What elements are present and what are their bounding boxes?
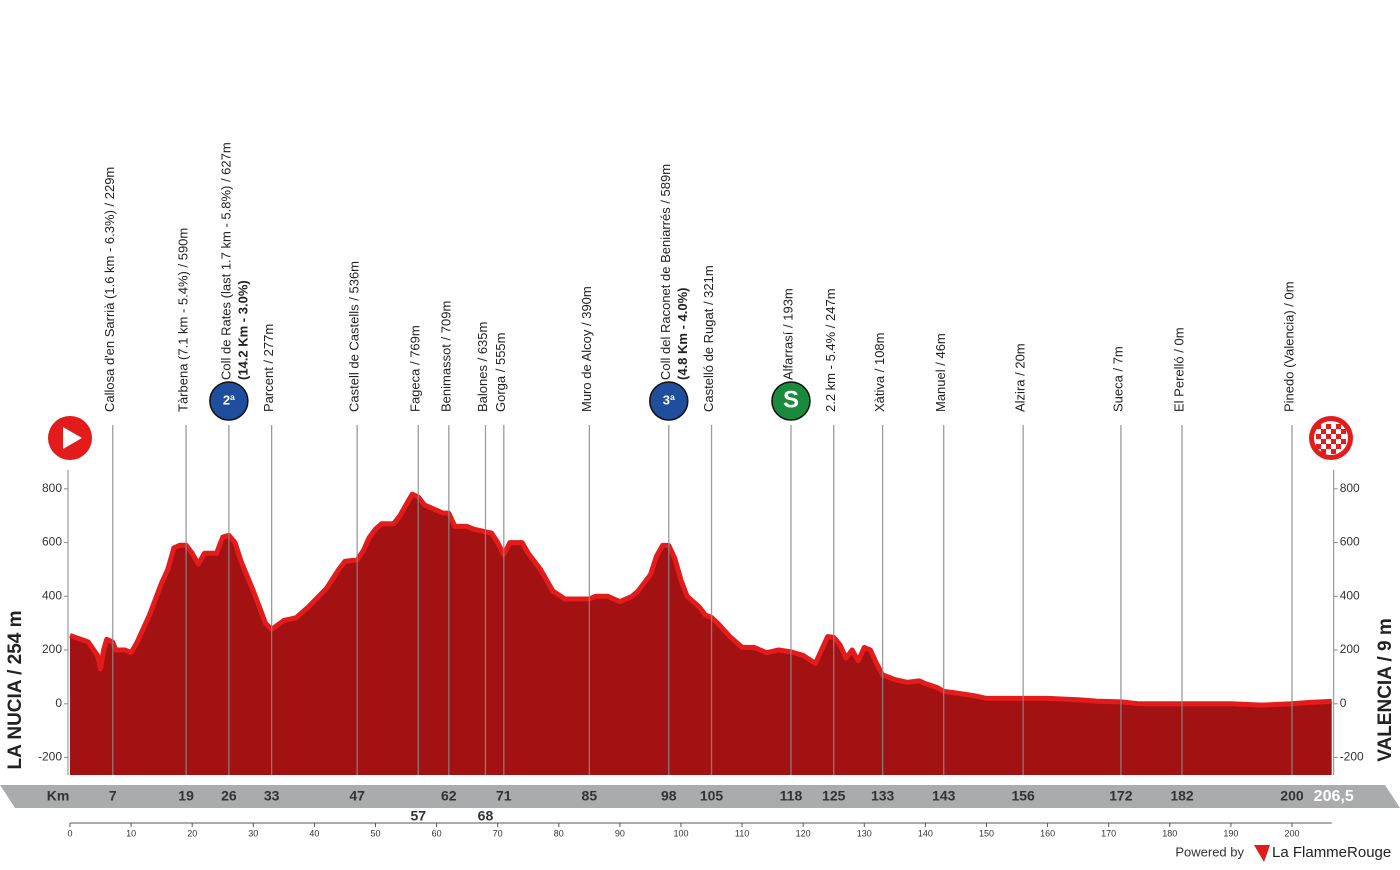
x-tick-label: 140 [918,828,933,838]
km-marker: 105 [700,788,724,804]
y-tick-label: 400 [42,588,62,602]
x-tick-label: 90 [615,828,625,838]
y-tick-label: 600 [1340,535,1360,549]
start-icon [48,416,92,460]
x-tick-label: 0 [67,828,72,838]
x-tick-label: 70 [493,828,503,838]
x-tick-label: 160 [1040,828,1055,838]
km-marker: 125 [822,788,846,804]
km-marker: 57 [410,808,426,824]
credit: Powered by [1175,844,1244,859]
waypoint-name: Pinedo (Valencia) / 0m [1281,281,1296,412]
km-marker: 19 [178,788,194,804]
waypoint-name: Sueca / 7m [1110,346,1125,412]
waypoint-name: Tàrbena (7.1 km - 5.4%) / 590m [176,228,191,412]
x-tick-label: 130 [857,828,872,838]
x-tick-label: 30 [248,828,258,838]
km-marker: 68 [478,808,494,824]
x-tick-label: 80 [554,828,564,838]
waypoint-name: Alzira / 20m [1013,343,1028,412]
x-tick-label: 50 [370,828,380,838]
badge-label: S [783,386,799,413]
km-marker: 200 [1280,788,1304,804]
km-marker: 62 [441,788,457,804]
badge [209,381,249,421]
x-tick-label: 120 [796,828,811,838]
waypoint-detail: (4.8 Km - 4.0%) [675,288,690,380]
y-tick-label: 800 [1340,481,1360,495]
waypoint-name: Benimassot / 709m [438,301,453,412]
km-marker: 26 [221,788,237,804]
brand-logo [1254,845,1270,862]
y-tick-label: 200 [42,642,62,656]
waypoint-name: Alfarrasí / 193m [780,288,795,380]
km-marker: 118 [780,788,803,804]
x-tick-label: 110 [735,828,749,838]
finish-km: 206,5 [1314,788,1354,805]
waypoint-name: El Perelló / 0m [1171,327,1186,412]
km-marker: 33 [264,788,280,804]
waypoint-name: Manuel / 46m [933,333,948,412]
brand: La FlammeRouge [1272,844,1391,861]
waypoint-name: Coll de Rates (last 1.7 km - 5.8%) / 627… [218,142,233,380]
x-tick-label: 170 [1101,828,1116,838]
waypoint-name: Balones / 635m [475,322,490,412]
y-tick-label: 400 [1340,588,1360,602]
badge [649,381,689,421]
finish-label: VALENCIA / 9 m [1375,618,1396,762]
waypoint-name: Castelló de Rugat / 321m [701,265,716,412]
waypoint-name: Parcent / 277m [261,324,276,412]
x-tick-label: 150 [979,828,994,838]
km-marker: 71 [496,788,512,804]
finish-icon [1309,416,1353,460]
x-tick-label: 60 [432,828,442,838]
y-tick-label: -200 [1340,750,1364,764]
x-tick-label: 100 [673,828,688,838]
waypoint-name: 2.2 km - 5.4% / 247m [823,288,838,412]
badge-label: 3ª [663,392,675,407]
km-marker: 85 [582,788,598,804]
x-tick-label: 200 [1284,828,1299,838]
waypoint-name: Xàtiva / 108m [872,333,887,413]
km-label: Km [47,788,70,804]
x-tick-label: 20 [187,828,197,838]
y-tick-label: 200 [1340,642,1360,656]
y-tick-label: -200 [38,750,62,764]
badge-label: 2ª [223,392,235,407]
km-marker: 143 [932,788,956,804]
x-tick-label: 40 [309,828,319,838]
y-tick-label: 800 [42,481,62,495]
waypoint-name: Muro de Alcoy / 390m [579,286,594,412]
start-label: LA NUCIA / 254 m [5,610,26,769]
waypoint-name: Fageca / 769m [408,325,423,412]
km-marker: 156 [1011,788,1035,804]
waypoint-name: Castell de Castells / 536m [347,261,362,412]
profile-edge [69,491,1332,708]
km-marker: 182 [1170,788,1194,804]
km-marker: 98 [661,788,677,804]
km-marker: 133 [871,788,895,804]
waypoint-name: Callosa d'en Sarrià (1.6 km - 6.3%) / 22… [102,167,117,412]
x-tick-label: 180 [1162,828,1177,838]
km-marker: 172 [1109,788,1133,804]
waypoint-name: Coll del Raconet de Beniarrés / 589m [658,164,673,380]
y-tick-label: 0 [55,696,62,710]
km-strip [0,785,1400,808]
x-tick-label: 190 [1223,828,1238,838]
y-tick-label: 600 [42,535,62,549]
badge [771,381,811,421]
km-marker: 47 [349,788,365,804]
x-tick-label: 10 [126,828,136,838]
waypoint-detail: (14.2 Km - 3.0%) [235,280,250,380]
km-marker: 7 [109,788,117,804]
waypoint-name: Gorga / 555m [493,333,508,413]
profile-area [70,494,1332,775]
y-tick-label: 0 [1340,696,1347,710]
